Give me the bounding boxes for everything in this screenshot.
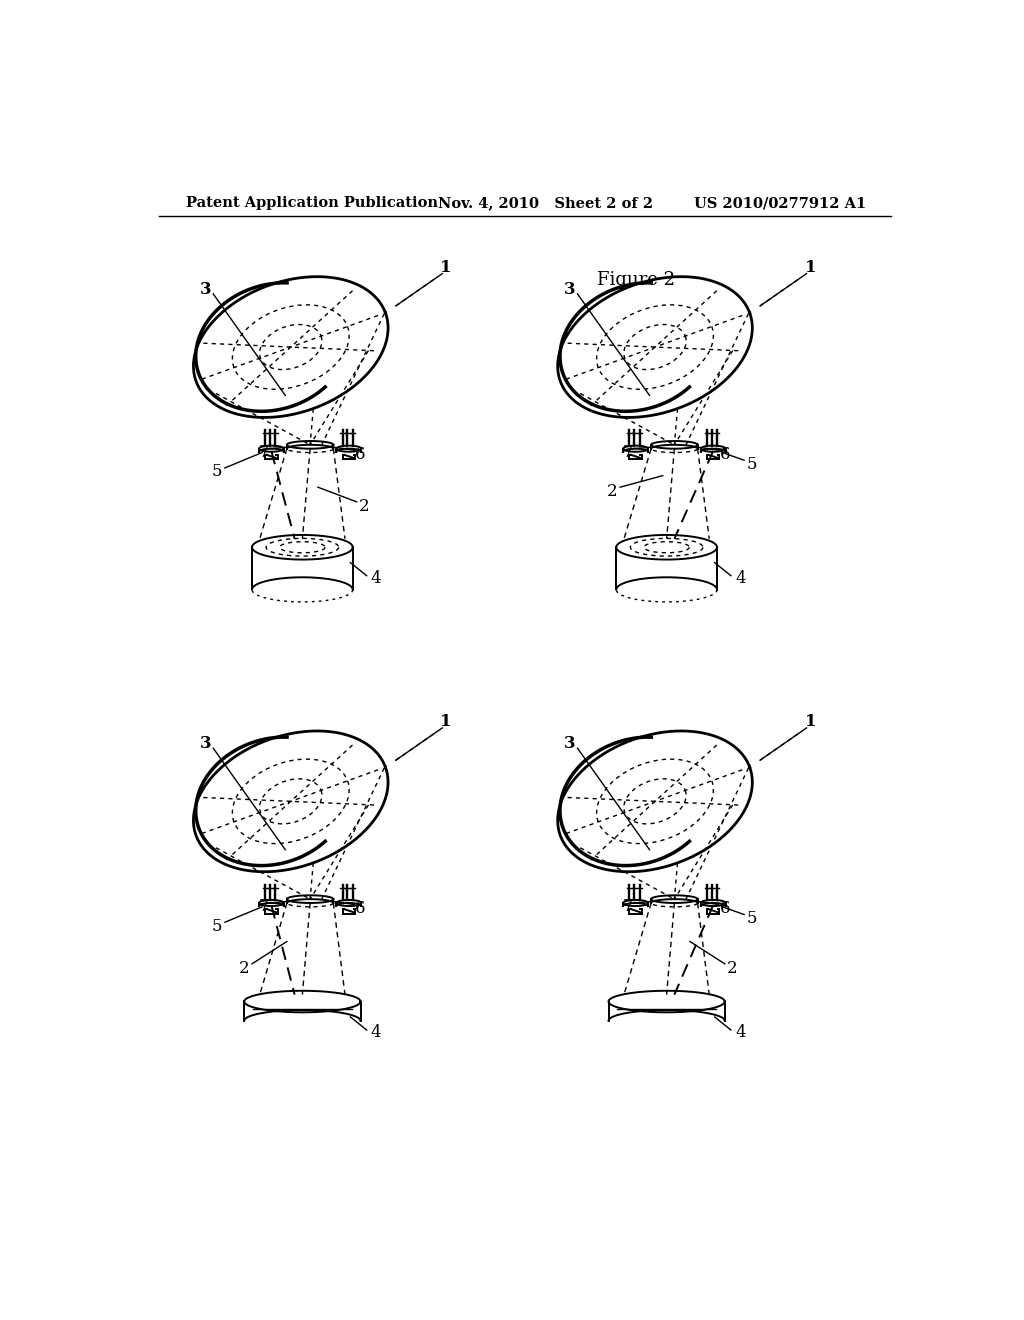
Text: 6: 6 [720, 446, 730, 462]
Text: 1: 1 [440, 259, 452, 276]
Text: 2: 2 [239, 960, 250, 977]
Text: 3: 3 [564, 735, 575, 752]
Text: 5: 5 [746, 455, 757, 473]
Text: 5: 5 [212, 463, 222, 480]
Text: Patent Application Publication: Patent Application Publication [186, 197, 438, 210]
Text: 7: 7 [623, 444, 633, 461]
Text: 5: 5 [212, 917, 222, 935]
Text: 4: 4 [371, 1024, 381, 1041]
Text: US 2010/0277912 A1: US 2010/0277912 A1 [693, 197, 866, 210]
Text: 2: 2 [359, 498, 370, 515]
Text: 4: 4 [735, 1024, 745, 1041]
Text: 1: 1 [805, 259, 816, 276]
Text: 3: 3 [200, 281, 211, 298]
Text: Nov. 4, 2010   Sheet 2 of 2: Nov. 4, 2010 Sheet 2 of 2 [438, 197, 653, 210]
Text: Figure 2: Figure 2 [597, 271, 675, 289]
Text: 6: 6 [355, 446, 366, 462]
Text: 7: 7 [258, 899, 269, 915]
Text: 4: 4 [371, 569, 381, 586]
Text: 2: 2 [607, 483, 617, 499]
Text: 7: 7 [623, 899, 633, 915]
Text: 3: 3 [200, 735, 211, 752]
Text: 5: 5 [746, 909, 757, 927]
Text: 2: 2 [727, 960, 738, 977]
Text: 6: 6 [720, 900, 730, 917]
Text: 7: 7 [258, 444, 269, 461]
Text: 1: 1 [440, 713, 452, 730]
Text: 1: 1 [805, 713, 816, 730]
Text: 3: 3 [564, 281, 575, 298]
Text: 4: 4 [735, 569, 745, 586]
Text: 6: 6 [355, 900, 366, 917]
